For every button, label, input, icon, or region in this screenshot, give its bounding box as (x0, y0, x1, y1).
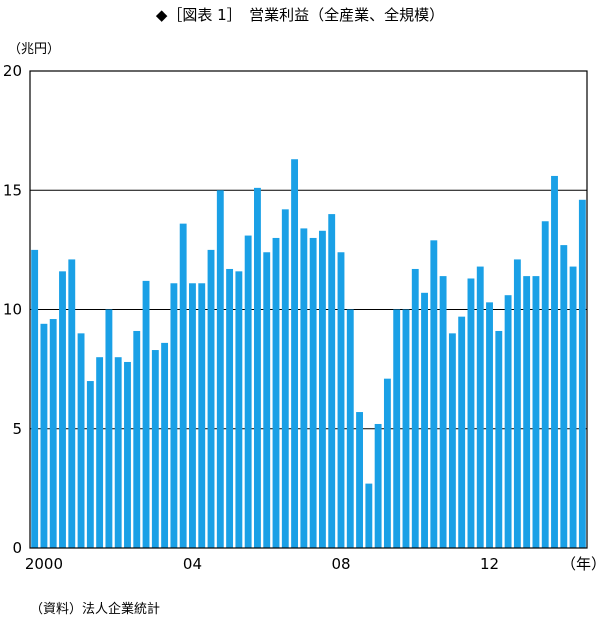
bar-1 (40, 323, 48, 548)
bar-43 (430, 240, 438, 548)
bar-31 (318, 230, 326, 549)
source-note: （資料）法人企業統計 (30, 602, 161, 617)
x-tick-04: 04 (183, 555, 202, 573)
bar-4 (68, 259, 76, 548)
bar-36 (365, 483, 373, 548)
bar-38 (383, 378, 391, 548)
bar-18 (198, 283, 206, 548)
bar-50 (495, 330, 503, 548)
x-tick-08: 08 (331, 555, 350, 573)
bar-40 (402, 309, 410, 548)
bar-29 (300, 228, 308, 548)
bar-47 (467, 278, 475, 548)
bar-2 (49, 319, 57, 548)
bar-30 (309, 237, 317, 548)
bar-16 (179, 223, 187, 548)
bar-34 (346, 309, 354, 548)
bar-0 (31, 249, 39, 549)
bars (31, 159, 586, 549)
y-tick-5: 5 (12, 420, 22, 438)
bar-46 (458, 316, 466, 548)
bar-11 (133, 330, 141, 548)
y-tick-10: 10 (3, 301, 22, 319)
x-tick-2000: 2000 (25, 555, 63, 573)
bar-48 (476, 266, 484, 548)
y-axis-unit: （兆円） (8, 42, 61, 57)
bar-25 (263, 252, 271, 548)
y-axis-ticks: 0 5 10 15 20 (3, 62, 22, 557)
bar-26 (272, 237, 280, 548)
bar-13 (151, 350, 159, 548)
bar-27 (281, 209, 289, 548)
x-axis-unit: （年） (561, 555, 600, 573)
grid-lines (30, 189, 587, 430)
bar-35 (356, 412, 363, 548)
bar-12 (142, 280, 150, 548)
bar-14 (161, 342, 169, 548)
bar-21 (226, 268, 234, 548)
bar-22 (235, 271, 243, 548)
bar-42 (421, 292, 428, 548)
y-tick-20: 20 (3, 62, 22, 80)
bar-6 (86, 381, 94, 548)
bar-5 (77, 333, 85, 548)
bar-45 (448, 333, 456, 548)
bar-15 (170, 283, 178, 548)
y-tick-0: 0 (12, 539, 22, 557)
bar-58 (569, 266, 577, 548)
bar-10 (124, 361, 131, 548)
bar-59 (578, 199, 586, 549)
bar-37 (374, 423, 382, 548)
chart-title: ◆［図表 1］ 営業利益（全産業、全規模） (155, 6, 445, 24)
bar-17 (189, 283, 196, 548)
bar-55 (541, 221, 549, 548)
bar-57 (560, 245, 568, 549)
bar-28 (291, 159, 299, 549)
bar-19 (207, 249, 215, 549)
bar-8 (105, 309, 113, 548)
bar-49 (486, 302, 493, 548)
x-axis-ticks: 2000 04 08 12 (25, 555, 499, 573)
bar-33 (337, 252, 345, 548)
bar-56 (551, 175, 558, 548)
bar-54 (532, 276, 540, 548)
bar-20 (216, 190, 224, 548)
bar-3 (59, 271, 66, 548)
bar-24 (254, 187, 261, 548)
y-tick-15: 15 (3, 181, 22, 199)
bar-23 (244, 235, 252, 548)
bar-44 (439, 276, 447, 548)
bar-9 (114, 357, 122, 548)
plot-frame (29, 70, 588, 549)
bar-39 (393, 309, 401, 548)
bar-51 (504, 295, 512, 548)
bar-32 (328, 214, 336, 548)
bar-52 (513, 259, 521, 548)
bar-41 (411, 268, 419, 548)
bar-53 (523, 276, 531, 548)
bar-7 (96, 357, 104, 548)
x-tick-12: 12 (480, 555, 499, 573)
